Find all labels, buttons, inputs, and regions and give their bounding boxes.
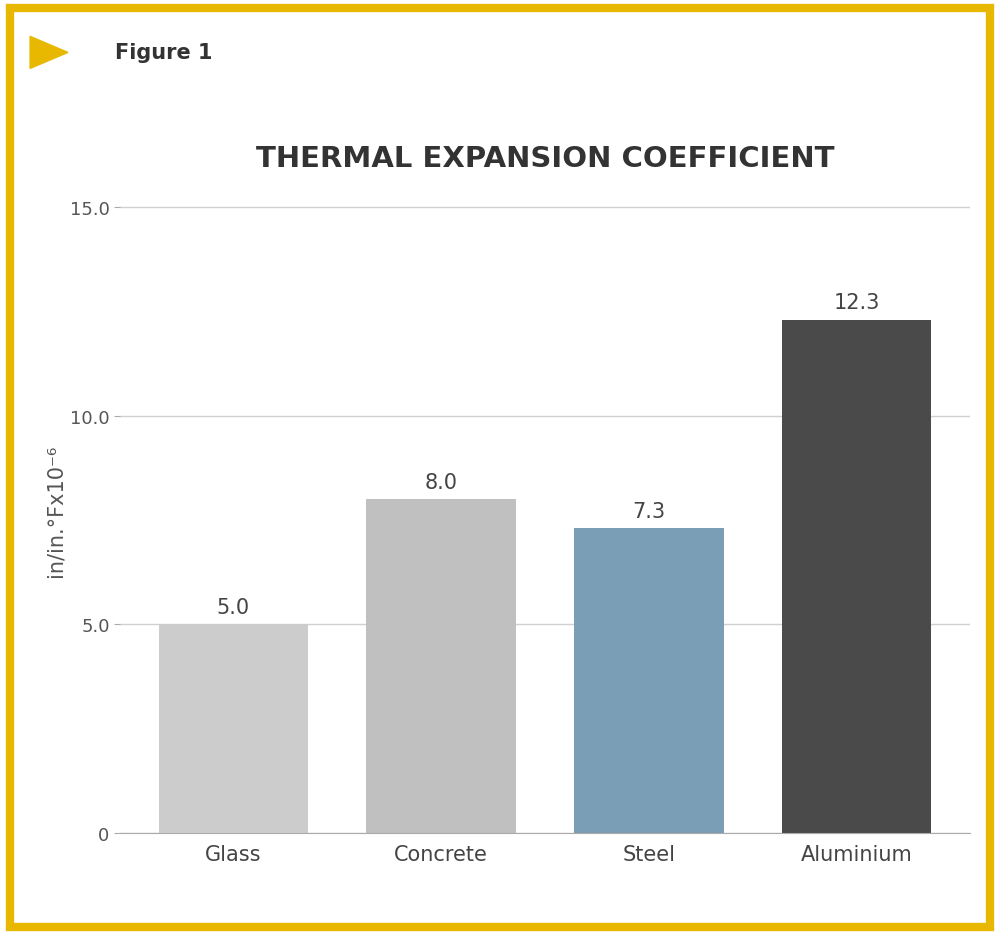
Text: 8.0: 8.0 xyxy=(425,473,458,492)
Text: 7.3: 7.3 xyxy=(632,502,665,521)
Text: 5.0: 5.0 xyxy=(217,597,250,617)
Polygon shape xyxy=(30,37,68,69)
Bar xyxy=(782,320,931,833)
Bar xyxy=(574,529,724,833)
Text: 12.3: 12.3 xyxy=(833,293,880,313)
Y-axis label: in/in.°Fx10⁻⁶: in/in.°Fx10⁻⁶ xyxy=(46,444,66,577)
Bar xyxy=(159,624,308,833)
Text: Figure 1: Figure 1 xyxy=(115,43,212,64)
Title: THERMAL EXPANSION COEFFICIENT: THERMAL EXPANSION COEFFICIENT xyxy=(256,144,834,172)
Bar xyxy=(366,500,516,833)
